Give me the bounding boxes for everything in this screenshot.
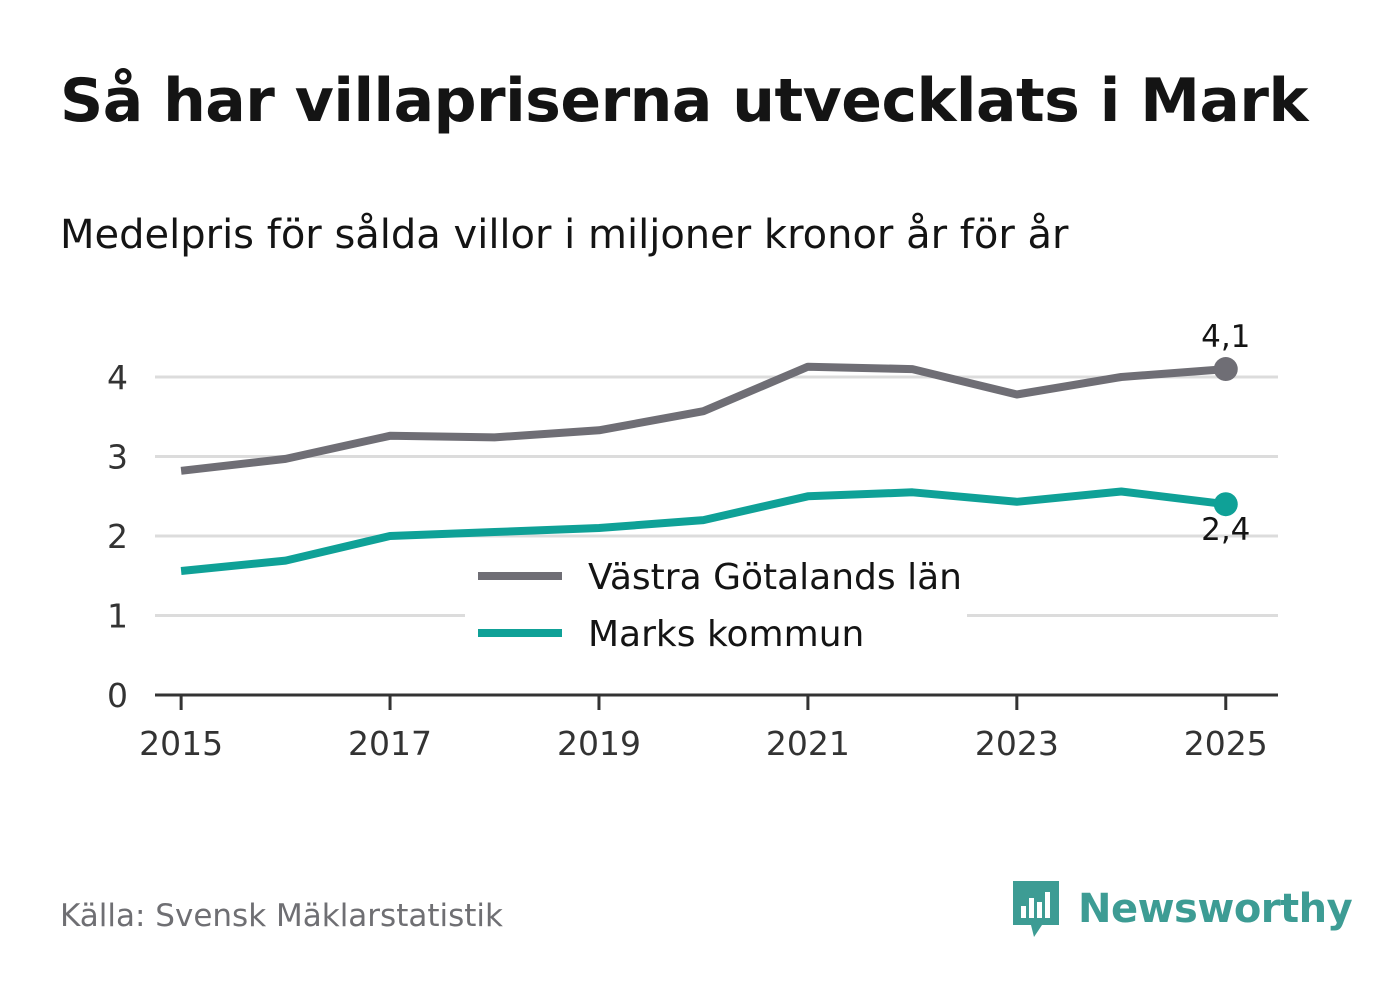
data-point-2-2015	[180, 570, 182, 572]
data-point-1-2018	[494, 436, 496, 438]
y-tick-label-2: 2	[107, 517, 128, 556]
brand-name: Newsworthy	[1078, 886, 1353, 932]
y-axis-ticks: 0 1 2 3 4	[107, 358, 128, 715]
data-point-1-2022	[911, 368, 913, 370]
newsworthy-logo-icon	[1013, 881, 1059, 937]
y-tick-label-0: 0	[107, 676, 128, 715]
series-lines	[180, 362, 1227, 575]
chart-subtitle: Medelpris för sålda villor i miljoner kr…	[60, 212, 1069, 258]
data-point-2-2016	[285, 560, 287, 562]
data-point-2-2020	[702, 519, 704, 521]
data-point-2-2019	[598, 527, 600, 529]
y-tick-label-1: 1	[107, 597, 128, 636]
series-line-1	[180, 362, 1227, 475]
end-marker-1	[1213, 357, 1238, 382]
x-axis-ticks: 2015 2017 2019 2021 2023 2025	[139, 695, 1268, 763]
x-tick-label-2021: 2021	[766, 724, 850, 763]
x-tick-label-2017: 2017	[348, 724, 432, 763]
end-label-2: 2,4	[1201, 512, 1250, 548]
source-note: Källa: Svensk Mäklarstatistik	[60, 898, 503, 934]
data-point-1-2023	[1016, 393, 1018, 395]
line-chart: 0 1 2 3 4 2015 2017 2019 2021 2023 2025 Västra Gö…	[107, 319, 1278, 763]
data-point-2-2021	[807, 495, 809, 497]
x-tick-label-2025: 2025	[1184, 724, 1268, 763]
end-markers: 4,1 2,4	[1201, 319, 1250, 548]
data-point-1-2019	[598, 429, 600, 431]
brand-logo: Newsworthy	[1010, 878, 1353, 940]
data-point-1-2024	[1120, 376, 1122, 378]
series-line-2	[180, 487, 1227, 575]
y-tick-label-4: 4	[107, 358, 128, 397]
y-tick-label-3: 3	[107, 438, 128, 477]
data-point-2-2024	[1120, 490, 1122, 492]
data-point-2-2022	[911, 491, 913, 493]
legend-background	[465, 548, 967, 666]
data-point-1-2015	[180, 470, 182, 472]
x-tick-label-2019: 2019	[557, 724, 641, 763]
legend-label-1: Västra Götalands län	[588, 557, 962, 598]
x-tick-label-2023: 2023	[975, 724, 1059, 763]
data-point-1-2020	[702, 410, 704, 412]
legend: Västra Götalands län Marks kommun	[465, 548, 967, 666]
data-point-2-2018	[494, 531, 496, 533]
x-tick-label-2015: 2015	[139, 724, 223, 763]
data-point-2-2023	[1016, 501, 1018, 503]
data-point-1-2017	[389, 435, 391, 437]
chart-title: Så har villapriserna utvecklats i Mark	[60, 66, 1308, 136]
data-point-2-2017	[389, 535, 391, 537]
end-marker-2	[1213, 492, 1238, 517]
data-point-1-2021	[807, 366, 809, 368]
data-point-1-2016	[285, 458, 287, 460]
end-label-1: 4,1	[1201, 319, 1250, 355]
legend-label-2: Marks kommun	[588, 614, 864, 655]
